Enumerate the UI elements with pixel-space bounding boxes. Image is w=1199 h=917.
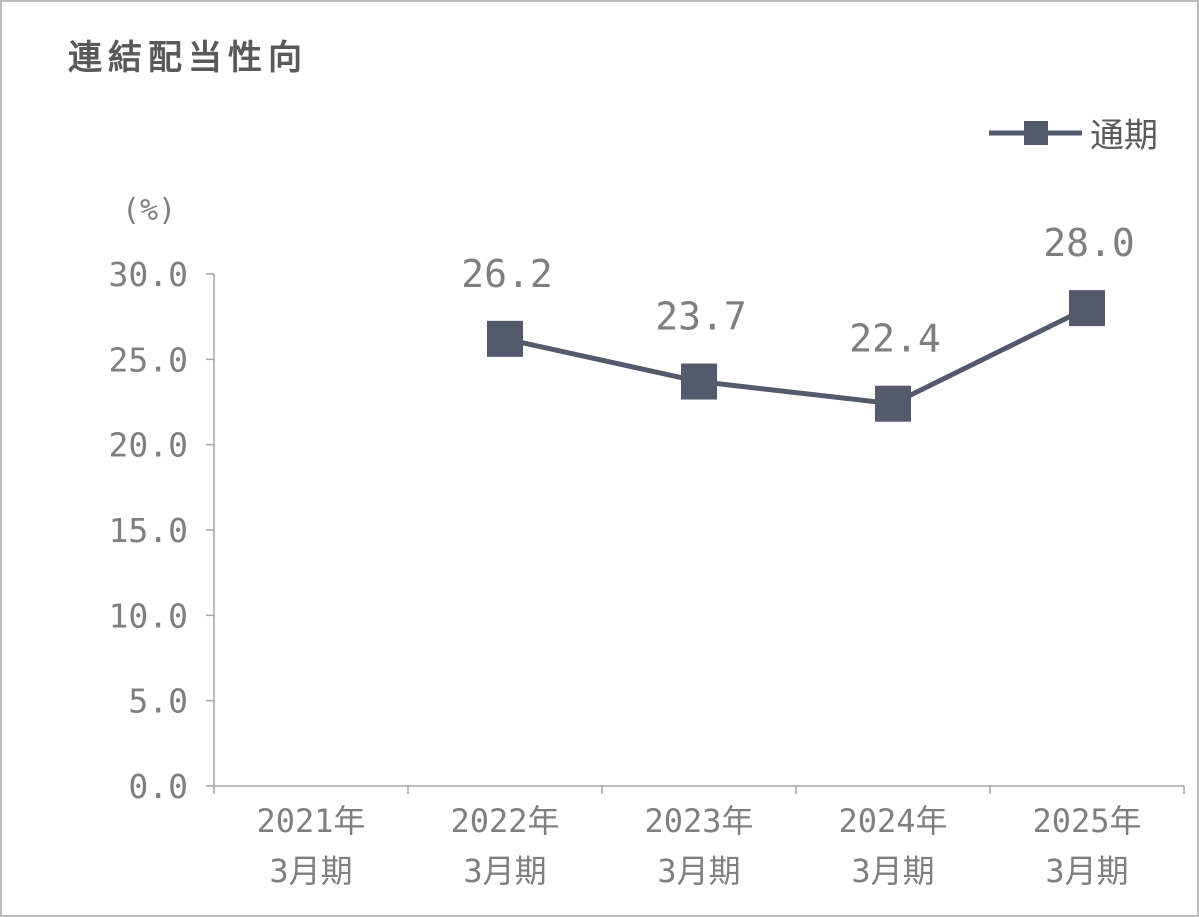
- data-label: 22.4: [849, 317, 941, 361]
- y-tick-label: 15.0: [109, 511, 188, 550]
- x-category-label: 3月期: [269, 852, 352, 890]
- legend-label: 通期: [1090, 116, 1158, 156]
- x-category-label: 3月期: [463, 852, 546, 890]
- data-point-marker: [487, 320, 523, 357]
- data-label: 26.2: [461, 252, 553, 296]
- y-axis-unit-label: (%): [122, 193, 176, 228]
- axes: 0.0 5.0 10.0 15.0 20.0 25.0 30.0 (%) 2021年 3月期 202…: [109, 193, 1185, 890]
- x-category-label: 2021年: [256, 802, 365, 840]
- legend-marker: [1024, 121, 1048, 145]
- x-category-label: 2023年: [644, 802, 753, 840]
- data-label: 23.7: [655, 295, 747, 339]
- legend: 通期: [989, 116, 1158, 156]
- y-tick-label: 25.0: [109, 340, 188, 379]
- y-tick-label: 0.0: [128, 767, 188, 806]
- data-point-marker: [875, 385, 911, 422]
- x-category-label: 2022年: [450, 802, 559, 840]
- x-category-label: 3月期: [851, 852, 934, 890]
- data-label: 28.0: [1043, 221, 1135, 265]
- y-tick-label: 20.0: [109, 426, 188, 465]
- x-category-label: 2025年: [1032, 802, 1141, 840]
- data-point-marker: [681, 363, 717, 400]
- y-tick-label: 30.0: [109, 255, 188, 294]
- y-tick-label: 10.0: [109, 596, 188, 635]
- y-tick-label: 5.0: [128, 682, 188, 721]
- x-category-label: 3月期: [1045, 852, 1128, 890]
- series-layer: 26.2 23.7 22.4 28.0: [461, 221, 1135, 422]
- x-category-label: 3月期: [657, 852, 740, 890]
- series-line: [504, 305, 1089, 407]
- data-point-marker: [1069, 290, 1105, 327]
- chart-title: 連結配当性向: [68, 38, 308, 78]
- x-category-label: 2024年: [838, 802, 947, 840]
